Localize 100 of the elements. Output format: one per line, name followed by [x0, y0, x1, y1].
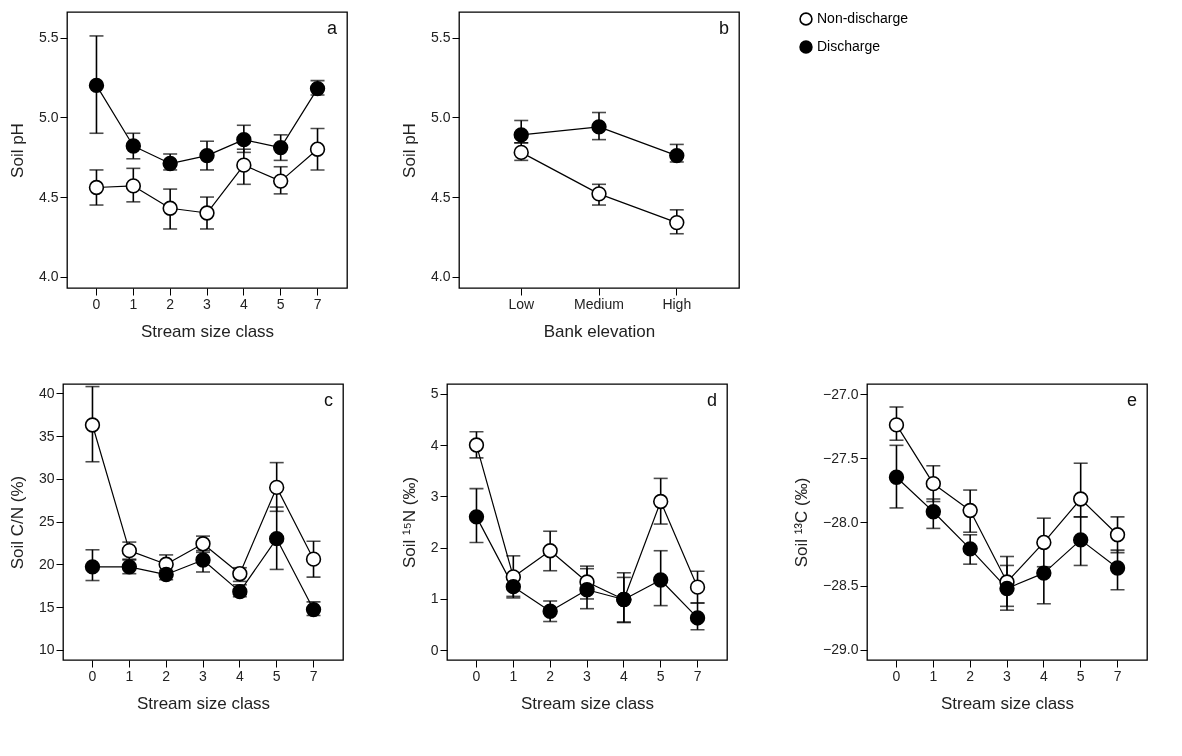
x-tick-label: Medium: [574, 295, 624, 312]
x-axis-title: Bank elevation: [543, 321, 656, 341]
y-tick-label: 5.0: [431, 108, 451, 125]
x-tick-label: 5: [276, 295, 285, 312]
point: [1109, 560, 1126, 576]
y-tick-label: −29.0: [823, 641, 859, 658]
point: [542, 543, 558, 559]
x-tick-label: 7: [313, 295, 322, 312]
annotation: d: [706, 390, 717, 410]
x-tick-label: 4: [619, 667, 628, 684]
point: [1072, 491, 1089, 507]
point: [669, 214, 685, 231]
x-tick-label: 2: [166, 295, 175, 312]
y-tick-label: 5: [430, 385, 439, 402]
x-tick-label: 4: [1039, 667, 1048, 684]
y-tick-label: −28.0: [823, 513, 859, 530]
y-axis-title: Soil C/N (%): [7, 475, 27, 570]
legend-label: Non-discharge: [817, 10, 909, 26]
x-tick-label: 3: [583, 667, 592, 684]
y-axis-title: Soil ¹³C (‰): [792, 477, 812, 568]
point: [88, 77, 105, 94]
x-tick-label: 1: [129, 295, 138, 312]
x-tick-label: 5: [272, 667, 281, 684]
y-axis-title: Soil ¹⁵N (‰): [399, 476, 419, 569]
y-tick-label: 2: [430, 539, 439, 556]
y-tick-label: 4.5: [431, 188, 451, 205]
point: [689, 610, 706, 626]
point: [468, 509, 485, 525]
point: [195, 552, 211, 568]
y-tick-label: 4.5: [39, 188, 59, 205]
point: [305, 551, 322, 567]
point: [1072, 532, 1089, 548]
x-tick-label: 3: [203, 295, 212, 312]
x-tick-label: 7: [693, 667, 702, 684]
x-tick-label: 4: [239, 295, 248, 312]
x-axis-title: Stream size class: [136, 693, 271, 713]
x-tick-label: 3: [199, 667, 208, 684]
annotation: b: [718, 18, 729, 38]
point: [84, 417, 101, 433]
y-tick-label: 0: [430, 641, 439, 658]
y-tick-label: 4.0: [431, 268, 451, 285]
x-tick-label: 2: [966, 667, 975, 684]
point: [591, 186, 607, 202]
point: [272, 139, 289, 156]
point: [84, 559, 101, 575]
point: [268, 479, 285, 496]
y-tick-label: −28.5: [823, 577, 859, 594]
point: [236, 131, 252, 148]
x-tick-label: 0: [472, 667, 481, 684]
point: [199, 205, 215, 221]
annotation: e: [1126, 390, 1137, 410]
x-tick-label: 2: [546, 667, 555, 684]
y-tick-label: −27.0: [823, 385, 859, 402]
point: [272, 173, 289, 189]
point: [542, 603, 558, 619]
x-tick-label: 7: [1113, 667, 1122, 684]
x-axis-title: Stream size class: [940, 693, 1075, 713]
point: [88, 179, 105, 196]
point: [268, 530, 285, 547]
point: [468, 437, 485, 453]
x-tick-label: 0: [88, 667, 97, 684]
point: [652, 572, 669, 588]
legend-label: Discharge: [817, 38, 881, 54]
point: [925, 475, 942, 492]
point: [505, 578, 522, 595]
point: [669, 147, 685, 164]
annotation: c: [324, 390, 333, 410]
point: [962, 502, 978, 519]
x-tick-label: 3: [1003, 667, 1012, 684]
x-tick-label: 7: [309, 667, 318, 684]
point: [652, 493, 669, 510]
x-tick-label: 1: [125, 667, 134, 684]
point: [1036, 534, 1052, 551]
y-tick-label: 5.5: [39, 29, 59, 46]
point: [1109, 527, 1126, 543]
point: [513, 127, 529, 143]
y-tick-label: 35: [38, 427, 55, 444]
point: [579, 582, 595, 598]
x-tick-label: 4: [235, 667, 244, 684]
point: [888, 417, 905, 433]
x-tick-label: 5: [656, 667, 665, 684]
point: [162, 200, 178, 216]
y-tick-label: 4.0: [39, 268, 59, 285]
point: [125, 178, 142, 194]
y-tick-label: 20: [38, 555, 55, 572]
y-tick-label: 40: [38, 384, 55, 401]
point: [888, 469, 905, 485]
y-tick-label: 1: [430, 590, 439, 607]
y-tick-label: −27.5: [823, 449, 859, 466]
point: [591, 119, 607, 135]
y-tick-label: 10: [38, 641, 55, 658]
point: [1036, 565, 1052, 581]
y-tick-label: 4: [430, 436, 439, 453]
x-axis-title: Stream size class: [520, 693, 655, 713]
x-tick-label: 1: [929, 667, 938, 684]
point: [309, 141, 326, 157]
y-tick-label: 15: [38, 598, 55, 615]
x-tick-label: 0: [92, 295, 101, 312]
point: [962, 541, 978, 557]
point: [125, 138, 142, 154]
